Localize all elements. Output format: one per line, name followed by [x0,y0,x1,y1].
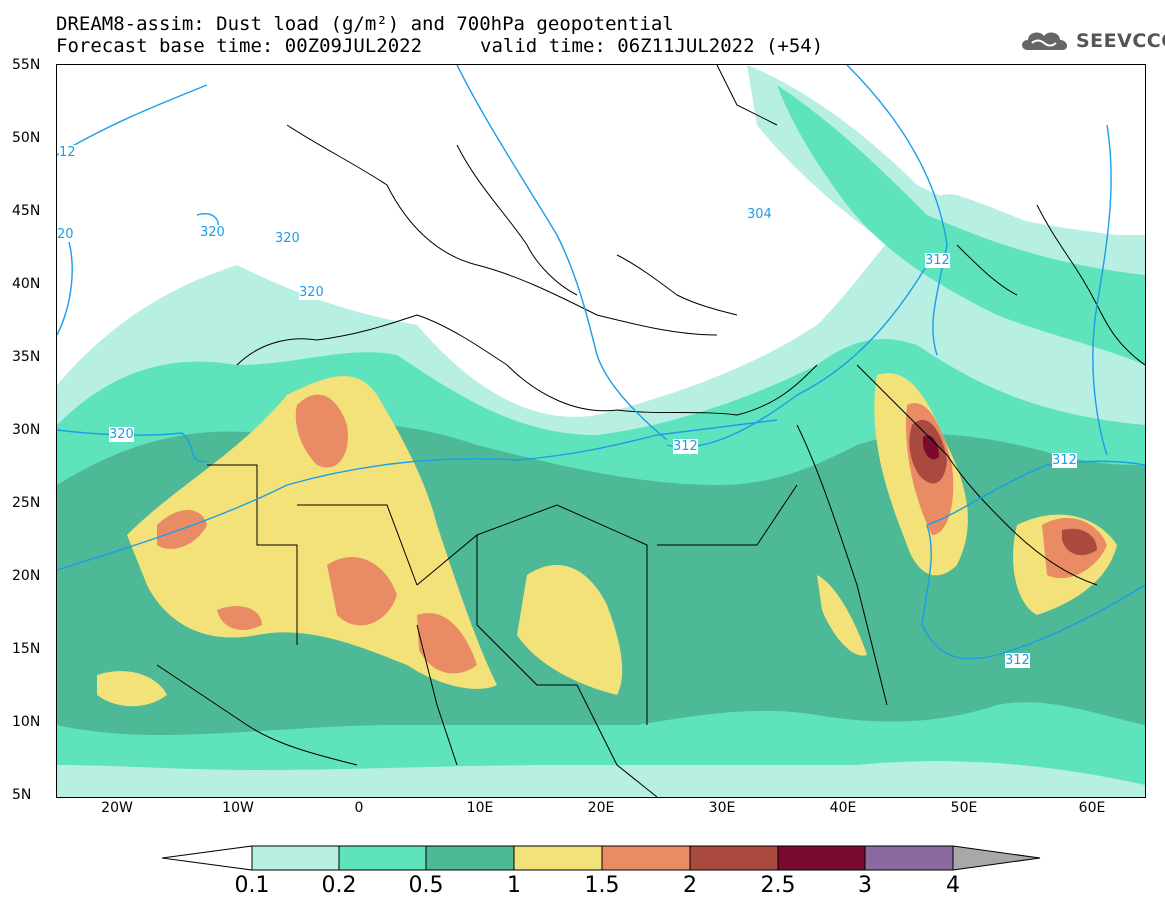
lat-label: 30N [12,422,41,438]
colorbar-swatch [338,845,427,871]
lat-label: 50N [12,130,41,146]
colorbar-swatch [777,845,866,871]
colorbar-label: 1.5 [584,873,620,898]
dust-layer-0-2-ne [777,85,1145,365]
dust-layer-1-5-c [417,613,477,674]
contour-label: 320 [109,427,134,442]
colorbar-low-arrow [162,845,253,871]
colorbar-label: 1 [507,873,521,898]
colorbar-label: 2.5 [760,873,796,898]
dust-layer-1-5-b [327,556,397,626]
colorbar-label: 4 [946,873,960,898]
contour-label: 312 [673,439,698,454]
contour-label: 20 [57,227,74,242]
lat-label: 55N [12,57,41,73]
lat-label: 40N [12,276,41,292]
colorbar-swatch [251,845,340,871]
contour-label: 312 [1005,653,1030,668]
lon-label: 20E [587,800,615,816]
dust-layer-1-5-a [295,394,348,468]
lat-label: 5N [12,787,32,803]
colorbar-swatch [864,845,954,871]
colorbar-label: 2 [683,873,697,898]
lon-label: 40E [829,800,857,816]
lon-label: 30E [708,800,736,816]
colorbar-label: 3 [858,873,872,898]
lat-label: 25N [12,495,41,511]
lon-label: 10W [222,800,254,816]
borders [156,65,1145,797]
lat-label: 20N [12,568,41,584]
dust-map [57,65,1145,797]
dust-layer-1-smallw [97,671,167,707]
map-title: DREAM8-assim: Dust load (g/m²) and 700hP… [56,13,674,35]
logo-text: SEEVCCC [1076,30,1165,52]
map-area: 12 20 320 320 320 320 304 312 312 312 31… [56,64,1146,798]
lat-label: 45N [12,203,41,219]
contour-label: 304 [747,207,772,222]
seevccc-logo: SEEVCCC [1018,28,1165,54]
lon-label: 10E [466,800,494,816]
dust-layer-1-5-g [217,605,262,630]
lat-label: 15N [12,641,41,657]
dust-layer-2-oman [1062,528,1097,556]
dust-layer-1-central [517,565,623,695]
contour-label: 12 [59,145,76,160]
colorbar-swatch [601,845,691,871]
colorbar-high-arrow [952,845,1041,871]
colorbar-swatch [689,845,779,871]
dust-layer-2-5 [923,435,939,460]
lat-label: 10N [12,714,41,730]
dust-layer-0-1-ne [747,65,1145,308]
colorbar-label: 0.5 [408,873,444,898]
lon-label: 20W [101,800,133,816]
lon-label: 0 [354,800,364,816]
valid-time: valid time: 06Z11JUL2022 (+54) [480,35,824,57]
lat-label: 35N [12,349,41,365]
forecast-base-time: Forecast base time: 00Z09JUL2022 [56,35,423,57]
contour-label: 312 [1052,453,1077,468]
contour-label: 320 [200,225,225,240]
colorbar-label: 0.2 [321,873,357,898]
colorbar-swatch [513,845,603,871]
lon-label: 50E [950,800,978,816]
colorbar-label: 0.1 [234,873,270,898]
contour-label: 312 [925,253,950,268]
cloud-icon [1022,32,1068,50]
colorbar-swatch [425,845,515,871]
contour-label: 320 [299,285,324,300]
dust-layer-1-redsea [817,575,867,656]
lon-label: 60E [1078,800,1106,816]
colorbar [162,845,1041,871]
contour-label: 320 [275,231,300,246]
